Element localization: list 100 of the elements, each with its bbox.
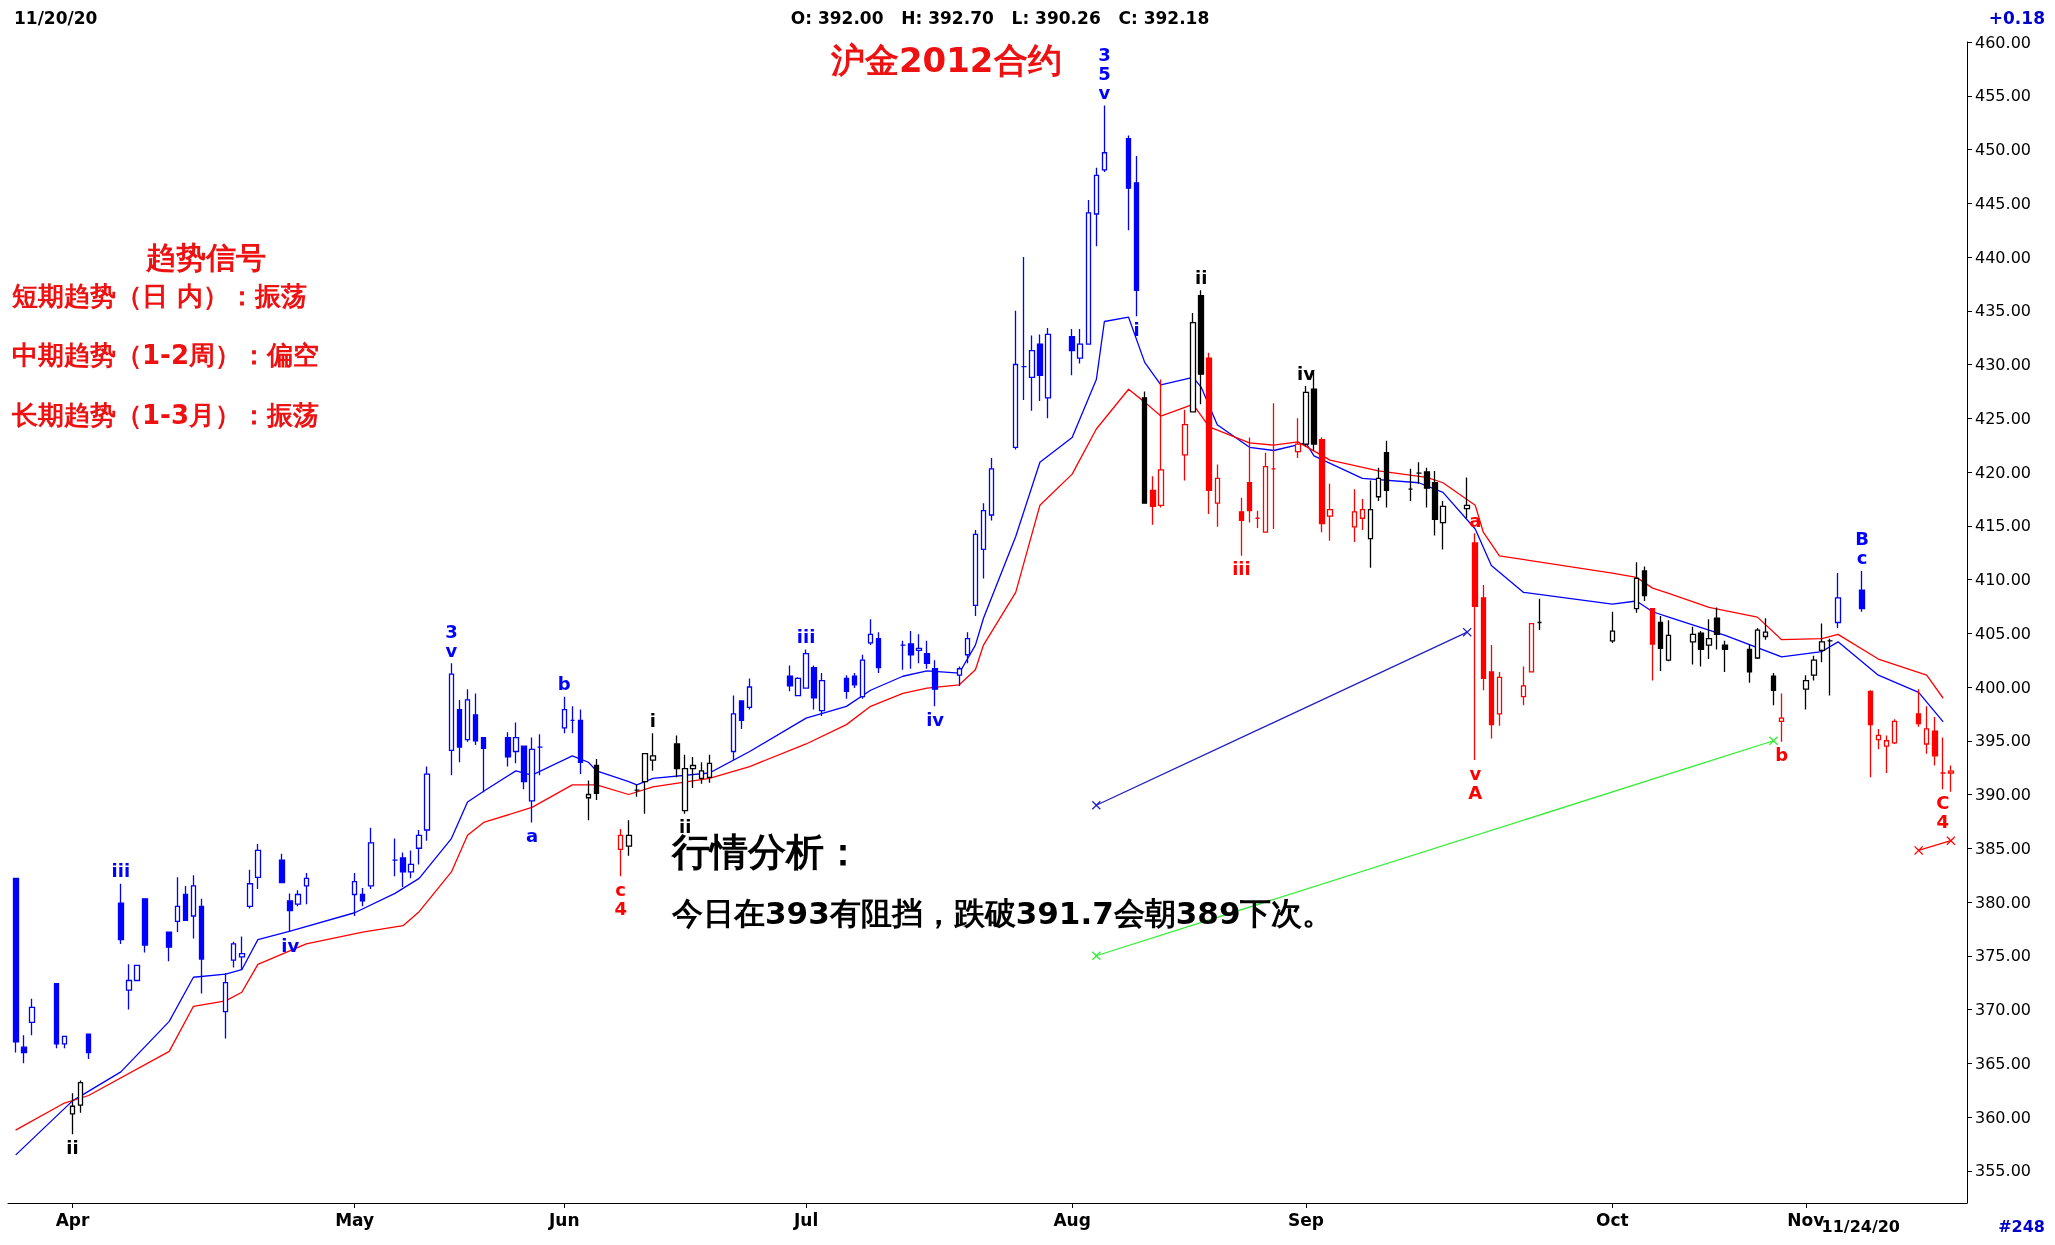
candlestick (1705, 618, 1713, 660)
candlestick (625, 819, 633, 857)
candlestick (1068, 328, 1076, 376)
annotation: 中期趋势（1-2周）：偏空 (12, 340, 319, 370)
candlestick (1270, 402, 1277, 530)
annotation: iii (1232, 558, 1251, 580)
candlestick (649, 732, 657, 772)
candlestick (174, 876, 181, 933)
candlestick (569, 705, 576, 734)
candlestick (85, 1033, 92, 1060)
candlestick (1463, 476, 1471, 519)
candlestick (681, 754, 689, 815)
candlestick (520, 745, 528, 790)
candlestick (448, 662, 455, 776)
y-tick-label: 430.00 (1975, 355, 2031, 374)
y-tick-label: 355.00 (1975, 1161, 2031, 1181)
candlestick (1480, 584, 1487, 691)
candlestick (1689, 626, 1697, 666)
candlestick (198, 898, 205, 995)
candlestick (504, 731, 512, 768)
candlestick (1238, 497, 1245, 557)
y-tick-label: 405.00 (1975, 623, 2031, 643)
candlestick (1020, 256, 1028, 401)
candlestick (367, 827, 375, 890)
annotation: b (557, 673, 571, 695)
candlestick (1125, 134, 1132, 231)
candlestick (238, 935, 246, 971)
candlestick (12, 877, 20, 1054)
candlestick (536, 733, 544, 776)
annotation: A (1468, 781, 1483, 803)
candlestick (915, 633, 923, 664)
candlestick (512, 721, 520, 764)
candlestick (867, 618, 874, 646)
y-tick-label: 420.00 (1975, 462, 2031, 482)
candlestick (20, 1034, 28, 1064)
annotation: iii (796, 625, 816, 647)
candlestick (561, 696, 568, 734)
text: #248 (1998, 1216, 2045, 1236)
candlestick (1407, 468, 1414, 502)
candlestick (125, 963, 133, 1011)
candlestick (1326, 483, 1334, 542)
candlestick (254, 843, 262, 890)
candlestick (77, 1079, 84, 1114)
candlestick (1012, 310, 1019, 451)
candlestick (464, 688, 471, 743)
candlestick (351, 872, 358, 917)
candlestick (1746, 643, 1753, 684)
candlestick (182, 885, 189, 921)
candlestick (931, 659, 939, 707)
candlestick (1488, 644, 1495, 740)
candlestick (1431, 470, 1439, 537)
candlestick (1085, 199, 1092, 345)
candlestick (923, 640, 931, 670)
candlestick (1697, 630, 1705, 668)
candlestick (1931, 716, 1939, 767)
y-tick-label: 395.00 (1975, 731, 2031, 751)
candlestick (1633, 561, 1640, 614)
candlestick (972, 529, 979, 617)
candlestick (988, 457, 995, 522)
annotation: c (1856, 547, 1868, 569)
candlestick (851, 672, 858, 689)
y-tick-label: 410.00 (1975, 570, 2031, 589)
candlestick (1834, 572, 1842, 629)
annotation: iv (281, 934, 300, 956)
text: O: 392.00 H: 392.70 L: 390.26 C: 392.18 (790, 8, 1210, 28)
candlestick (964, 631, 971, 664)
y-tick-label: 400.00 (1975, 677, 2031, 697)
annotation: 4 (614, 897, 627, 919)
candlestick (1802, 674, 1810, 711)
candlestick (1520, 665, 1527, 706)
annotation: 3 (1098, 43, 1111, 65)
candlestick (1044, 327, 1052, 419)
candlestick (1528, 622, 1535, 673)
text: +0.18 (1988, 8, 2045, 28)
candlestick (1383, 440, 1390, 509)
annotation: 趋势信号 (145, 239, 266, 275)
annotation: 5 (1098, 62, 1111, 84)
candlestick (786, 664, 794, 692)
candlestick (1496, 671, 1503, 727)
annotation: a (525, 824, 539, 846)
candlestick (1665, 619, 1672, 662)
annotation: v (445, 639, 458, 661)
candlestick (1754, 627, 1761, 660)
annotation: 4 (1936, 810, 1950, 832)
candlestick (359, 887, 366, 907)
annotation: v (1469, 762, 1482, 784)
candlestick (1351, 488, 1358, 543)
x-tick-label: Jul (792, 1209, 819, 1230)
y-tick-label: 415.00 (1975, 516, 2031, 536)
candlestick (1818, 622, 1826, 663)
y-tick-label: 365.00 (1975, 1053, 2031, 1073)
candlestick (1028, 334, 1036, 412)
candlestick (1471, 532, 1479, 761)
candlestick (1254, 510, 1261, 529)
candlestick (1867, 689, 1874, 778)
candlestick (633, 784, 641, 798)
candlestick (1375, 467, 1382, 502)
candlestick (689, 756, 697, 789)
annotation: 3 (445, 620, 458, 642)
candlestick (1359, 498, 1366, 531)
